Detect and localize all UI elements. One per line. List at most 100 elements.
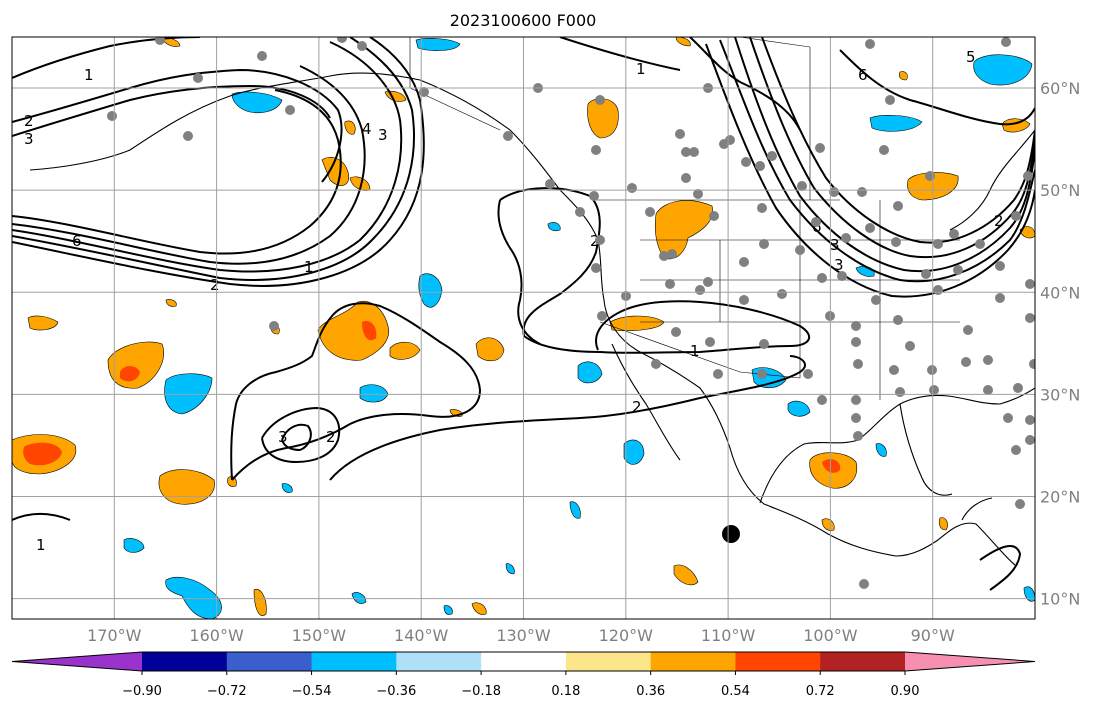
positive-anomaly-area (321, 157, 350, 186)
contour-label: 2 (210, 276, 220, 294)
colorbar-tick-label: 0.18 (551, 684, 580, 699)
positive-anomaly-area (475, 337, 505, 362)
contour-label: 1 (690, 342, 700, 360)
map-title: 2023100600 F000 (450, 11, 597, 30)
negative-anomaly-area (787, 400, 811, 417)
latitude-tick-label: 40°N (1040, 283, 1080, 302)
negative-anomaly-area (231, 91, 283, 113)
colorbar-tick-label: 0.90 (891, 684, 920, 699)
positive-anomaly-area (344, 120, 356, 135)
contour-label: 6 (72, 232, 82, 250)
anomaly-shading (12, 37, 1035, 619)
negative-anomaly-area (443, 605, 453, 615)
colorbar-segment (820, 652, 906, 671)
longitude-tick-label: 150°W (292, 626, 347, 645)
longitude-tick-label: 160°W (189, 626, 244, 645)
positive-anomaly-area (654, 200, 713, 260)
contour-label: 3 (834, 256, 844, 274)
negative-anomaly-area (623, 439, 645, 465)
positive-anomaly-area (675, 37, 691, 47)
contour-label: 4 (362, 120, 372, 138)
negative-anomaly-area (875, 443, 887, 457)
positive-anomaly-area (158, 469, 215, 505)
latitude-labels: 60°N 50°N 40°N 30°N 20°N 10°N (1040, 79, 1080, 609)
station-markers (107, 37, 1035, 589)
positive-anomaly-area (165, 299, 177, 307)
contour-label: 1 (636, 60, 646, 78)
contour-label: 3 (378, 126, 388, 144)
negative-anomaly-area (577, 361, 603, 384)
negative-anomaly-area (1023, 586, 1035, 602)
positive-anomaly-area (317, 300, 390, 361)
latitude-tick-label: 20°N (1040, 487, 1080, 506)
contour-label: 1 (84, 66, 94, 84)
latitude-tick-label: 10°N (1040, 590, 1080, 609)
latitude-tick-label: 30°N (1040, 385, 1080, 404)
longitude-tick-label: 170°W (87, 626, 142, 645)
negative-anomaly-area (351, 592, 367, 604)
positive-anomaly-area (389, 341, 421, 360)
negative-anomaly-area (281, 483, 293, 493)
positive-anomaly-area (938, 517, 948, 531)
colorbar-segment (735, 652, 821, 671)
colorbar-tick-label: −0.54 (292, 684, 332, 699)
colorbar-labels: −0.90 −0.72 −0.54 −0.36 −0.18 0.18 0.36 0.54 0.7… (122, 671, 919, 699)
contour-label: 1 (36, 536, 46, 554)
colorbar-tick-label: 0.36 (636, 684, 665, 699)
colorbar-segment (565, 652, 652, 671)
colorbar-segment (650, 652, 736, 671)
contour-labels: 1 2 3 5 6 2 6 4 3 2 1 1 2 3 1 2 3 5 6 6 … (24, 48, 1004, 554)
latitude-tick-label: 60°N (1040, 79, 1080, 98)
negative-anomaly-area (123, 538, 145, 553)
contour-label: 3 (24, 130, 34, 148)
contour-label: 2 (24, 112, 34, 130)
positive-anomaly-area (1001, 118, 1031, 133)
colorbar-segment (396, 652, 482, 671)
plot-area: 1 2 3 5 6 2 6 4 3 2 1 1 2 3 1 2 3 5 6 6 … (12, 37, 1035, 619)
colorbar-tick-label: 0.54 (721, 684, 750, 699)
contour-label: 3 (830, 236, 840, 254)
positive-anomaly-area (898, 71, 908, 81)
longitude-tick-label: 90°W (911, 626, 955, 645)
colorbar-tick-label: −0.90 (122, 684, 162, 699)
contour-label: 2 (326, 428, 336, 446)
colorbar-segment (905, 652, 1035, 671)
positive-anomaly-area (821, 518, 835, 531)
negative-anomaly-area (505, 563, 515, 575)
longitude-tick-label: 130°W (496, 626, 551, 645)
colorbar-segment (12, 652, 142, 671)
contour-label: 5 (966, 48, 976, 66)
positive-anomaly-area (253, 588, 267, 616)
negative-anomaly-area (547, 222, 561, 232)
longitude-tick-label: 100°W (803, 626, 858, 645)
colorbar (11, 651, 1036, 672)
contour-label: 1 (304, 258, 314, 276)
contour-label: 3 (278, 428, 288, 446)
positive-anomaly-area (471, 602, 487, 615)
negative-anomaly-area (415, 38, 461, 51)
positive-anomaly-area (1019, 226, 1035, 239)
contour-label: 6 (812, 218, 822, 236)
colorbar-tick-label: −0.18 (461, 684, 501, 699)
negative-anomaly-area (973, 54, 1033, 86)
longitude-labels: 170°W 160°W 150°W 140°W 130°W 120°W 110°W 100°W… (87, 626, 955, 645)
longitude-tick-label: 120°W (599, 626, 654, 645)
colorbar-segment (226, 652, 313, 671)
colorbar-tick-label: 0.72 (806, 684, 835, 699)
negative-anomaly-area (569, 501, 581, 519)
negative-anomaly-area (418, 273, 443, 308)
trough-contours (559, 37, 1035, 298)
colorbar-tick-label: −0.36 (376, 684, 416, 699)
location-marker (722, 525, 740, 543)
positive-anomaly-area (27, 315, 59, 331)
latitude-tick-label: 50°N (1040, 181, 1080, 200)
longitude-tick-label: 140°W (394, 626, 449, 645)
positive-anomaly-area (673, 564, 699, 586)
gridlines (12, 37, 1035, 619)
negative-anomaly-area (869, 115, 923, 132)
geopotential-contours (12, 37, 1022, 591)
contour-label: 2 (590, 232, 600, 250)
longitude-tick-label: 110°W (701, 626, 756, 645)
map-frame (11, 36, 1036, 620)
